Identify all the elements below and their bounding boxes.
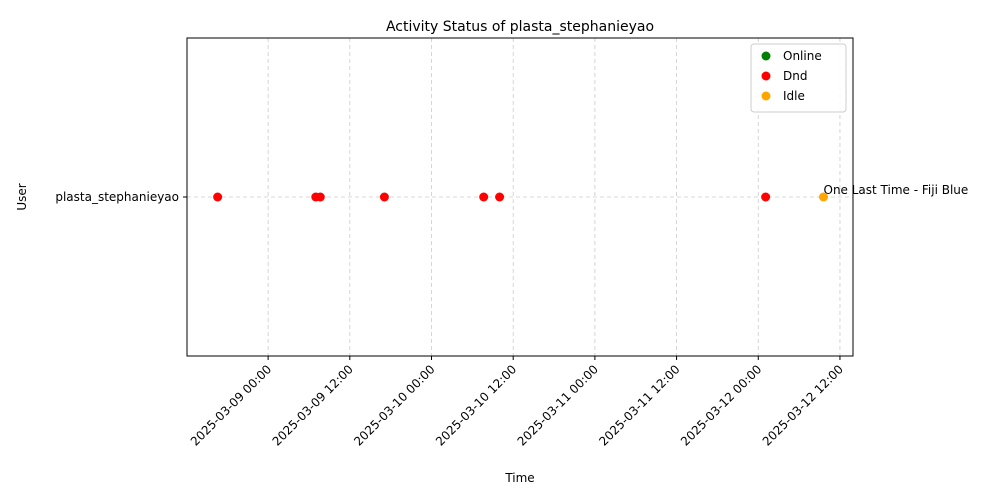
data-point-idle — [819, 192, 829, 202]
legend-label-online: Online — [783, 49, 822, 63]
legend-label-idle: Idle — [783, 89, 805, 103]
chart-title: Activity Status of plasta_stephanieyao — [386, 19, 654, 35]
y-axis-label: User — [15, 183, 29, 210]
x-axis-label: Time — [504, 471, 534, 485]
data-point-dnd — [379, 192, 389, 202]
legend-marker-idle — [761, 91, 771, 101]
data-point-dnd — [761, 192, 771, 202]
y-tick-label: plasta_stephanieyao — [55, 190, 179, 204]
data-point-dnd — [495, 192, 505, 202]
legend-box — [750, 43, 847, 113]
legend-marker-dnd — [761, 71, 771, 81]
legend-label-dnd: Dnd — [783, 69, 807, 83]
legend: Online Dnd Idle — [750, 43, 847, 113]
data-point-dnd — [479, 192, 489, 202]
data-point-dnd — [315, 192, 325, 202]
data-points: One Last Time - Fiji Blue — [213, 183, 968, 202]
legend-marker-online — [761, 51, 771, 61]
data-point-dnd — [213, 192, 223, 202]
point-annotation: One Last Time - Fiji Blue — [824, 183, 969, 197]
